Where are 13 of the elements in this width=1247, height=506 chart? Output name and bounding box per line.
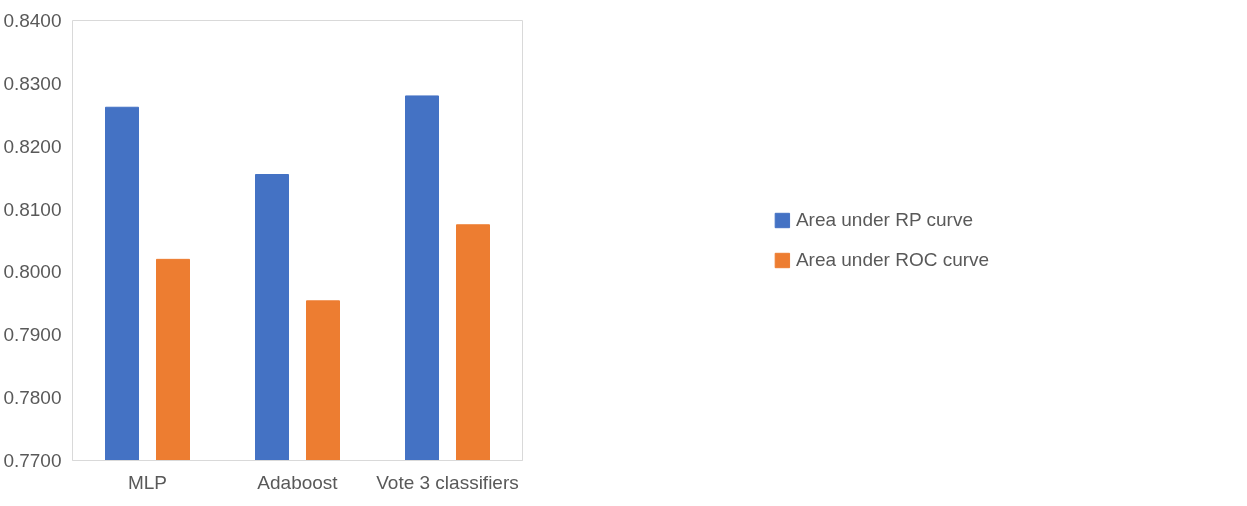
legend-label: Area under ROC curve xyxy=(795,249,990,271)
x-tick-label: Vote 3 classifiers xyxy=(376,471,519,493)
y-tick-label: 0.8400 xyxy=(3,10,62,31)
y-tick-label: 0.8300 xyxy=(3,72,62,94)
y-tick-label: 0.8000 xyxy=(3,261,62,283)
x-tick-label: Adaboost xyxy=(257,471,339,493)
x-tick-label: MLP xyxy=(127,471,168,493)
y-tick-label: 0.8200 xyxy=(3,135,62,157)
legend-label: Area under RP curve xyxy=(795,209,973,231)
y-tick-label: 0.8100 xyxy=(3,198,62,220)
y-tick-label: 0.7900 xyxy=(3,324,62,346)
y-tick-label: 0.7700 xyxy=(3,450,62,471)
y-tick-label: 0.7800 xyxy=(3,387,62,409)
